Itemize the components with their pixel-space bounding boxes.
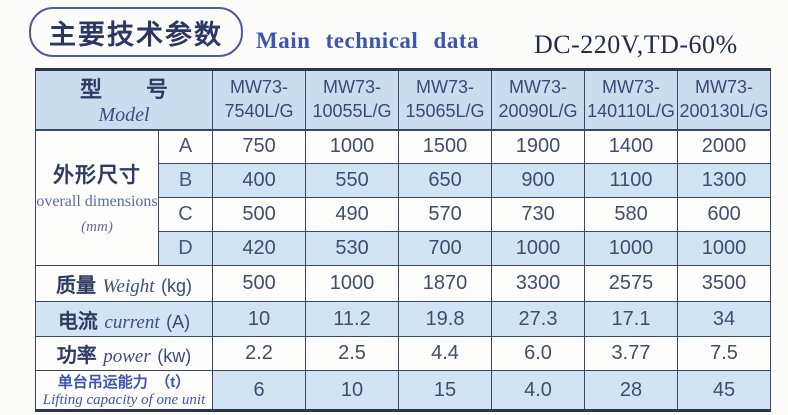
model-col-3: MW73- 20090L/G xyxy=(491,69,586,131)
page-title-cn: 主要技术参数 xyxy=(49,19,223,50)
dim-key-C: C xyxy=(157,197,214,232)
dim-key-D: D xyxy=(157,231,214,266)
page-title-en: Main technical data xyxy=(256,28,479,53)
power-row: 功率 power (kw) 2.2 2.5 4.4 6.0 3.77 7.5 xyxy=(34,336,772,371)
dimensions-label-cell: 外形尺寸 overall dimensions (mm) xyxy=(35,129,159,266)
technical-data-table: 型 号 Model MW73- 7540L/G MW73- 10055L/G M… xyxy=(34,68,772,412)
current-row: 电流 current (A) 10 11.2 19.8 27.3 17.1 34 xyxy=(34,301,772,337)
dim-key-A: A xyxy=(157,129,214,164)
dimension-row-A: 外形尺寸 overall dimensions (mm) A 750 1000 … xyxy=(35,129,772,266)
current-label: 电流 current (A) xyxy=(34,301,214,337)
model-col-4: MW73- 140110L/G xyxy=(584,69,679,131)
dim-key-B: B xyxy=(157,163,214,198)
dimensions-label-en: overall dimensions xyxy=(36,193,158,211)
dimension-row-B: B 400 550 650 900 1100 1300 xyxy=(36,163,772,198)
title-box: 主要技术参数 xyxy=(29,7,243,57)
model-col-1: MW73- 10055L/G xyxy=(305,69,400,131)
table-header-row: 型 号 Model MW73- 7540L/G MW73- 10055L/G M… xyxy=(34,69,772,131)
dimensions-label-cn: 外形尺寸 xyxy=(53,164,141,188)
model-col-2: MW73- 15065L/G xyxy=(398,69,493,131)
power-spec-text: DC-220V,TD-60% xyxy=(534,30,738,59)
weight-row: 质量 Weight (kg) 500 1000 1870 3300 2575 3… xyxy=(34,265,772,302)
model-header-cn: 型 号 xyxy=(80,77,169,103)
weight-label: 质量 Weight (kg) xyxy=(34,265,214,302)
dimensions-unit: (mm) xyxy=(81,219,113,236)
model-col-5: MW73- 200130L/G xyxy=(677,69,772,131)
lifting-capacity-row: 单台吊运能力 （t） Lifting capacity of one unit … xyxy=(34,370,772,411)
lifting-capacity-label: 单台吊运能力 （t） Lifting capacity of one unit xyxy=(34,370,214,411)
power-label: 功率 power (kw) xyxy=(34,336,214,371)
dimension-row-C: C 500 490 570 730 580 600 xyxy=(36,197,772,232)
model-header-en: Model xyxy=(98,104,150,127)
model-col-0: MW73- 7540L/G xyxy=(212,69,307,131)
model-header-cell: 型 号 Model xyxy=(34,69,214,131)
dimension-row-D: D 420 530 700 1000 1000 1000 xyxy=(36,231,772,266)
